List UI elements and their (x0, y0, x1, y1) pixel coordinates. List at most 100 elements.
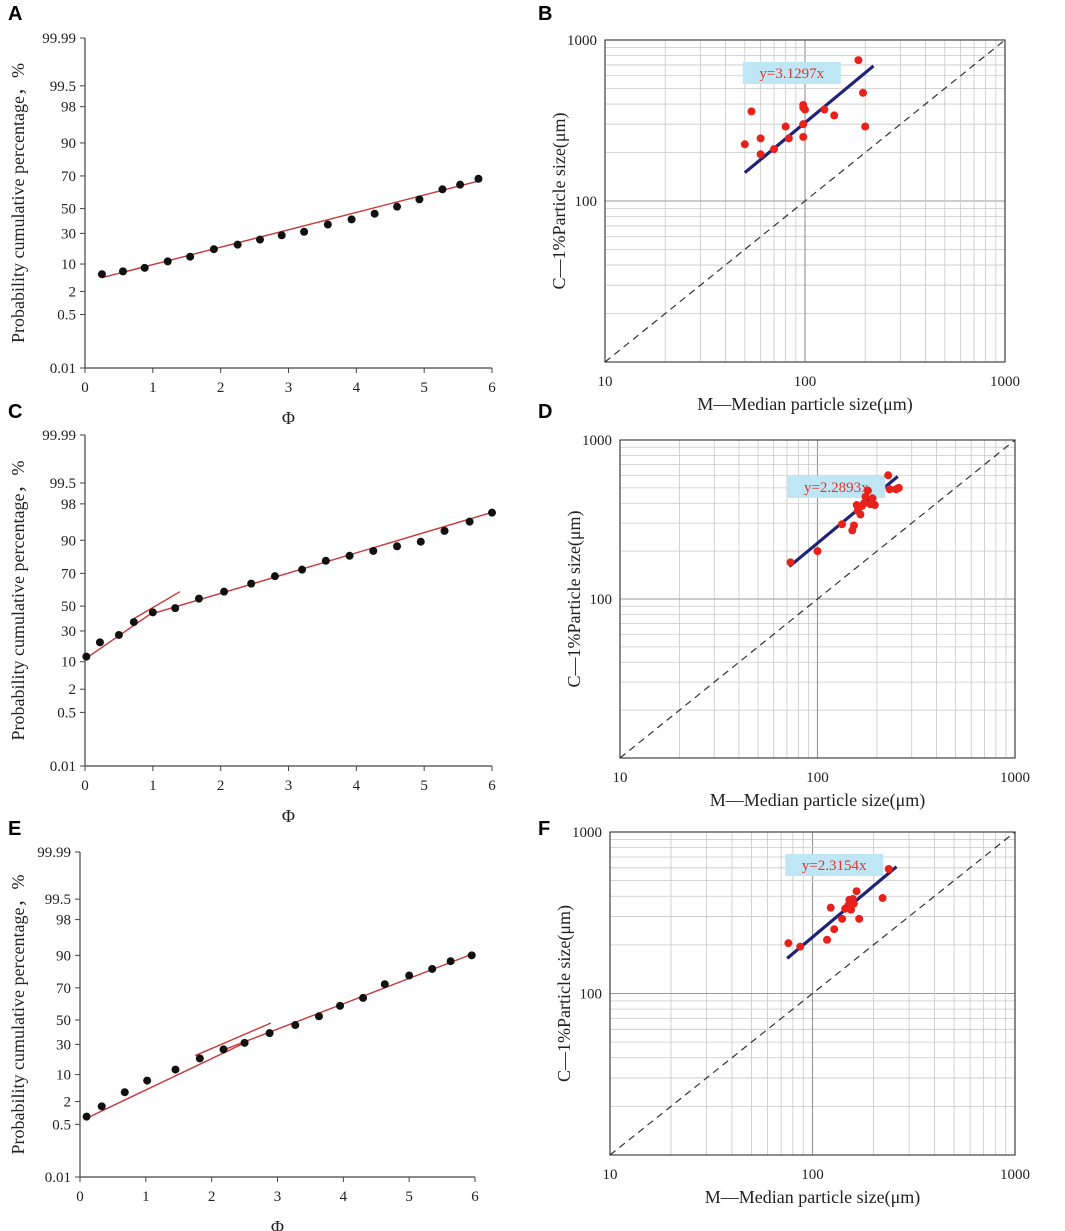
data-point (195, 1054, 204, 1063)
x-axis-title: M—Median particle size(μm) (697, 394, 913, 415)
y-axis-title: C—1%Particle size(μm) (554, 905, 575, 1082)
x-tick-label: 0 (81, 778, 89, 794)
x-tick-label: 0 (76, 1189, 84, 1205)
panel-letter: C (8, 401, 22, 423)
y-tick-label: 2 (64, 1095, 72, 1111)
data-point (465, 517, 474, 526)
x-tick-label: 6 (488, 380, 496, 396)
y-tick-label: 98 (61, 100, 76, 116)
data-point (801, 105, 809, 114)
y-tick-label: 30 (61, 624, 76, 640)
y-tick-label: 99.99 (42, 428, 76, 444)
y-axis-title: Probability cumulative percentage，% (8, 63, 28, 343)
cm-panel-d: D 10 100 1000 100 1000 M—Median particle size(… (538, 401, 1030, 811)
probability-panel-c: C 99.99 99.5 98 90 70 50 30 10 2 0.5 0.01 0 1 2 3 4 5 6 Φ Pr… (8, 401, 496, 826)
data-point (863, 486, 872, 495)
data-point (784, 134, 793, 143)
y-tick-label: 70 (56, 981, 71, 997)
data-point (747, 107, 756, 116)
data-point (428, 964, 437, 973)
y-tick-label: 50 (56, 1013, 71, 1029)
data-point (336, 1001, 345, 1010)
data-point (884, 471, 893, 480)
data-point (852, 887, 861, 896)
equation-label: y=2.2893x (804, 480, 869, 496)
x-tick-label: 4 (353, 380, 361, 396)
data-point (163, 257, 172, 266)
y-tick-label: 2 (69, 682, 77, 698)
probability-panel-e: E 99.99 99.5 98 90 70 50 30 10 2 0.5 0.01 0 1 2 3 4 5 6 Φ Pr… (8, 818, 479, 1231)
x-tick-label: 4 (353, 778, 361, 794)
y-tick-label: 100 (590, 592, 613, 608)
x-tick-label: 2 (208, 1189, 216, 1205)
data-point (194, 594, 203, 603)
data-point (488, 508, 496, 517)
y-axis-title: C—1%Particle size(μm) (549, 112, 570, 289)
y-tick-label: 90 (61, 136, 76, 152)
data-point (416, 537, 425, 546)
data-point (830, 111, 839, 120)
x-tick-label: 5 (420, 380, 428, 396)
equation-label: y=3.1297x (759, 66, 824, 82)
y-tick-label: 100 (575, 194, 598, 210)
x-tick-label: 2 (217, 778, 225, 794)
data-point (369, 546, 378, 555)
y-tick-label: 50 (61, 599, 76, 615)
y-tick-label: 2 (69, 284, 77, 300)
data-point (849, 521, 858, 530)
y-tick-label: 0.01 (45, 1170, 71, 1186)
data-point (467, 951, 476, 960)
data-point (314, 1012, 323, 1021)
data-point (171, 1065, 180, 1074)
data-point (813, 547, 822, 556)
data-point (438, 185, 447, 194)
data-point (171, 604, 180, 613)
data-point (784, 939, 793, 948)
y-tick-label: 70 (61, 169, 76, 185)
y-axis-title: Probability cumulative percentage，% (8, 461, 28, 741)
y-tick-label: 1000 (567, 33, 597, 49)
data-point (855, 914, 864, 923)
y-tick-label: 10 (61, 655, 76, 671)
panel-letter: D (538, 401, 552, 423)
data-point (474, 174, 483, 183)
cm-panel-f: F 10 100 1000 100 1000 M—Median particle size(… (538, 818, 1030, 1208)
data-point (820, 105, 829, 114)
y-tick-label: 0.01 (50, 361, 76, 377)
plot-frame (619, 439, 1016, 759)
data-point (148, 608, 157, 617)
x-tick-label: 10 (598, 374, 613, 390)
x-tick-label: 4 (340, 1189, 348, 1205)
data-point (265, 1029, 274, 1038)
data-point (870, 501, 879, 510)
data-point (359, 993, 368, 1002)
data-point (143, 1076, 152, 1085)
y-tick-label: 98 (56, 913, 71, 929)
data-point (446, 957, 455, 966)
x-tick-label: 3 (274, 1189, 282, 1205)
data-point (885, 485, 894, 494)
x-axis-title: Φ (271, 1217, 284, 1231)
y-tick-label: 0.5 (52, 1117, 71, 1133)
fit-segment (149, 510, 496, 616)
data-point (118, 267, 127, 276)
data-point (370, 209, 379, 218)
x-axis-title: Φ (282, 806, 295, 826)
x-tick-label: 2 (217, 380, 225, 396)
data-point (247, 579, 256, 588)
plot-frame (604, 39, 1006, 363)
data-point (740, 140, 749, 149)
data-point (97, 1102, 106, 1111)
y-axis-title: Probability cumulative percentage，% (8, 875, 28, 1155)
data-point (405, 971, 414, 980)
y-tick-label: 90 (56, 948, 71, 964)
x-tick-label: 100 (806, 770, 829, 786)
y-tick-label: 10 (61, 257, 76, 273)
data-point (456, 180, 465, 189)
fit-segment (194, 1022, 272, 1057)
data-point (860, 499, 869, 508)
data-point (82, 1112, 91, 1121)
panel-letter: F (538, 818, 550, 840)
data-point (861, 122, 870, 131)
data-point (770, 145, 779, 154)
